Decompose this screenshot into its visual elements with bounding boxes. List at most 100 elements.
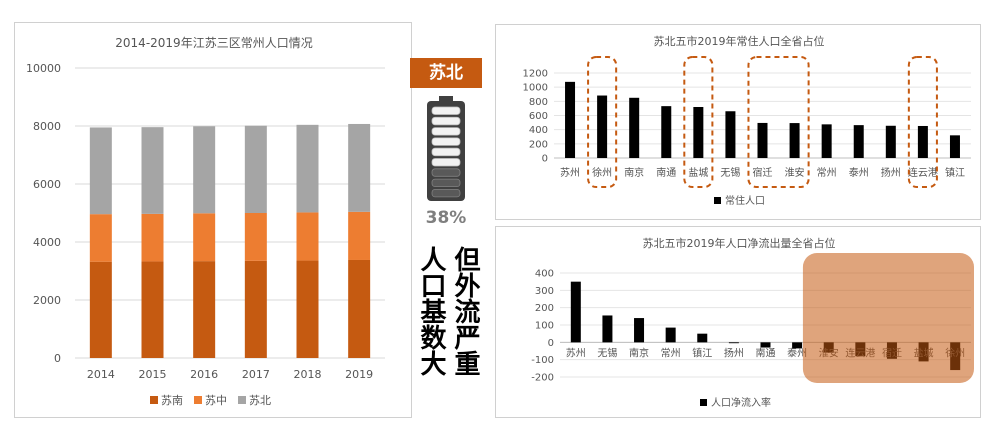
x-tick-label: 苏州: [560, 166, 580, 179]
y-tick-label: -200: [531, 373, 554, 384]
bar-segment-苏南: [141, 261, 164, 358]
x-tick-label: 南京: [624, 166, 644, 179]
bar: [634, 318, 645, 343]
x-tick-label: 南京: [629, 346, 649, 359]
y-tick-label: 100: [535, 321, 554, 332]
x-tick-label: 镇江: [692, 346, 712, 359]
battery-cell: [431, 116, 461, 126]
y-tick-label: 800: [529, 97, 548, 108]
highlight-box: [747, 56, 810, 188]
bar: [728, 342, 739, 344]
x-tick-label: 2017: [242, 368, 270, 381]
bar-segment-苏北: [89, 127, 112, 215]
stacked-population-chart: 2014-2019年江苏三区常州人口情况 0 2000 4000 6000 8000 100…: [26, 36, 385, 407]
bar-segment-苏中: [296, 212, 319, 261]
legend-label: 苏中: [205, 394, 227, 407]
y-tick-label: 0: [548, 338, 554, 349]
battery-cell: [431, 127, 461, 136]
bar-segment-苏北: [296, 124, 319, 213]
x-tick-label: 苏州: [566, 346, 586, 359]
x-tick-label: 2016: [190, 368, 218, 381]
y-tick-label: 10000: [26, 62, 61, 75]
resident-population-chart: 苏北五市2019年常住人口全省占位 0 200 400 600 800 1000 1200 苏州…: [523, 34, 971, 207]
y-tick-label: 200: [529, 139, 548, 150]
region-label: 苏北: [410, 58, 482, 88]
y-tick-label: 0: [54, 352, 61, 365]
y-tick-label: 0: [542, 154, 548, 165]
battery-cell: [431, 168, 461, 177]
x-tick-label: 镇江: [945, 166, 965, 179]
battery-cell: [431, 158, 461, 167]
chart-title: 苏北五市2019年人口净流出量全省占位: [643, 236, 836, 250]
slogan-column-2: 但外流严重: [450, 246, 480, 376]
chart-title: 2014-2019年江苏三区常州人口情况: [115, 36, 312, 50]
battery-cell: [431, 106, 461, 115]
bar: [792, 342, 803, 349]
bar: [661, 106, 672, 158]
highlight-box: [683, 56, 714, 188]
x-tick-label: 泰州: [849, 166, 869, 179]
legend-swatch: [714, 197, 721, 204]
bar: [602, 315, 613, 343]
highlight-box: [587, 56, 618, 188]
bar: [725, 111, 736, 158]
battery-cell: [431, 178, 461, 187]
x-tick-label: 连云港: [908, 166, 938, 179]
legend-swatch: [194, 396, 202, 404]
bar-segment-苏南: [89, 261, 112, 358]
legend-swatch: [238, 396, 246, 404]
bar-segment-苏中: [89, 214, 112, 262]
bar: [789, 123, 800, 158]
battery-cell: [431, 189, 461, 198]
bar: [665, 327, 676, 343]
bar-segment-苏北: [193, 126, 216, 214]
legend-label: 苏北: [249, 394, 271, 407]
net-outflow-chart-panel: 苏北五市2019年人口净流出量全省占位 -200 -100 0 100 200 300 400…: [495, 226, 981, 418]
y-tick-label: 6000: [33, 178, 61, 191]
y-tick-label: 400: [529, 125, 548, 136]
y-tick-label: 4000: [33, 236, 61, 249]
bar-segment-苏北: [141, 127, 164, 214]
x-tick-label: 宿迁: [753, 166, 773, 179]
chart-title: 苏北五市2019年常住人口全省占位: [654, 34, 825, 48]
battery-cell: [431, 137, 461, 146]
legend-label: 常住人口: [725, 194, 765, 207]
resident-population-chart-panel: 苏北五市2019年常住人口全省占位 0 200 400 600 800 1000 1200 苏州…: [495, 24, 981, 220]
slogan-column-1: 人口基数大: [416, 246, 446, 376]
battery-terminal: [439, 96, 453, 101]
x-tick-label: 扬州: [724, 346, 744, 359]
y-tick-label: 300: [535, 286, 554, 297]
population-share-percent: 38%: [425, 208, 467, 228]
x-tick-label: 2018: [294, 368, 322, 381]
x-tick-label: 南通: [656, 166, 676, 179]
bar-segment-苏中: [348, 211, 371, 260]
y-tick-label: 1000: [523, 83, 548, 94]
highlight-overlay: [802, 253, 974, 383]
x-tick-label: 扬州: [881, 166, 901, 179]
bar: [629, 97, 640, 158]
x-tick-label: 泰州: [787, 346, 807, 359]
y-tick-label: 8000: [33, 120, 61, 133]
x-tick-label: 2015: [139, 368, 167, 381]
bar-segment-苏南: [296, 260, 319, 358]
bar: [597, 95, 608, 158]
legend-label: 人口净流入率: [711, 396, 771, 409]
y-tick-label: 2000: [33, 294, 61, 307]
x-tick-label: 2014: [87, 368, 115, 381]
bar: [570, 281, 581, 343]
bar-segment-苏南: [244, 260, 267, 358]
y-tick-label: 400: [535, 269, 554, 280]
x-tick-label: 徐州: [592, 166, 612, 179]
battery-cell: [431, 147, 461, 157]
x-tick-label: 无锡: [597, 346, 617, 359]
y-tick-label: 600: [529, 111, 548, 122]
bar-segment-苏南: [348, 259, 371, 358]
net-outflow-chart: 苏北五市2019年人口净流出量全省占位 -200 -100 0 100 200 300 400…: [531, 236, 974, 409]
x-tick-label: 南通: [756, 346, 776, 359]
bar: [565, 81, 576, 158]
bar: [917, 125, 928, 158]
bar-segment-苏北: [244, 125, 267, 213]
x-tick-label: 无锡: [720, 166, 740, 179]
x-tick-label: 常州: [817, 166, 837, 179]
y-tick-label: 1200: [523, 69, 548, 80]
